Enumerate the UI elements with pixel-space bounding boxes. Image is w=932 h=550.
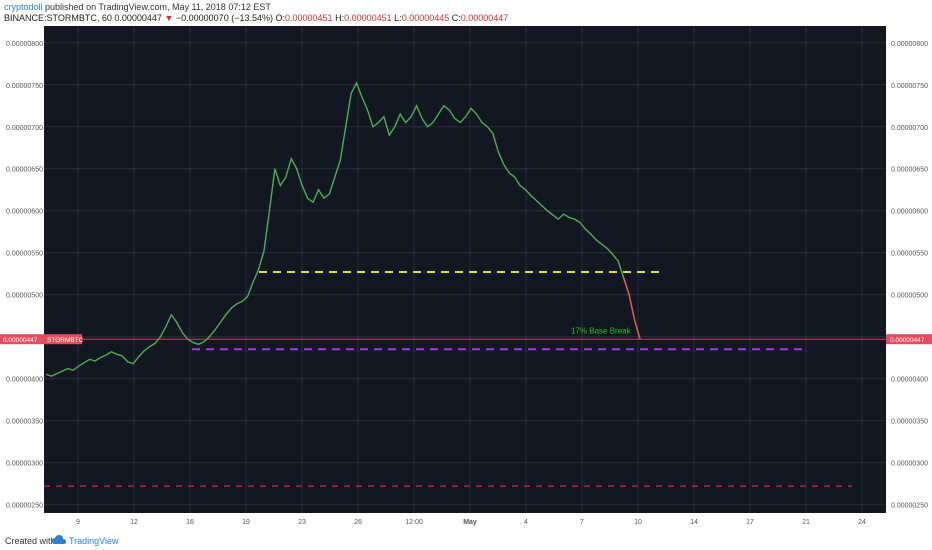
y-tick-label-right: 0.00000750 xyxy=(891,83,928,90)
y-tick-label-left: 0.00000350 xyxy=(6,419,43,426)
y-tick-label-left: 0.00000600 xyxy=(6,209,43,216)
x-tick-label: 26 xyxy=(354,519,362,526)
price-drop-segment xyxy=(622,277,641,340)
y-tick-label-left: 0.00000800 xyxy=(6,41,43,48)
x-tick-label: 17 xyxy=(746,519,754,526)
price-series xyxy=(45,81,641,377)
low-value: 0.00000445 xyxy=(401,13,450,23)
created-with-text: Created with xyxy=(5,536,56,546)
author-link[interactable]: cryptodoll xyxy=(4,2,43,12)
y-tick-label-right: 0.00000550 xyxy=(891,251,928,258)
y-tick-label-left: 0.00000700 xyxy=(6,125,43,132)
low-label: L: xyxy=(394,13,402,23)
price-tag-right-bg xyxy=(886,334,932,345)
x-tick-label: 24 xyxy=(858,519,866,526)
x-tick-label: 19 xyxy=(242,519,250,526)
y-tick-label-left: 0.00000500 xyxy=(6,293,43,300)
y-tick-label-left: 0.00000750 xyxy=(6,83,43,90)
tradingview-cloud-icon xyxy=(52,535,66,544)
y-tick-label-left: 0.00000550 xyxy=(6,251,43,258)
y-tick-label-right: 0.00000650 xyxy=(891,167,928,174)
close-value: 0.00000447 xyxy=(460,13,509,23)
open-label: O: xyxy=(275,13,286,23)
published-text: published on TradingView.com, May 11, 20… xyxy=(42,2,271,12)
y-tick-label-left: 0.00000650 xyxy=(6,167,43,174)
y-tick-label-left: 0.00000300 xyxy=(6,461,43,468)
x-tick-label: 21 xyxy=(802,519,810,526)
y-tick-label-right: 0.00000400 xyxy=(891,377,928,384)
y-tick-label-left: 0.00000250 xyxy=(6,503,43,510)
x-tick-label: May xyxy=(463,519,477,526)
tradingview-link[interactable]: TradingView xyxy=(69,536,119,546)
down-arrow-icon: ▼ xyxy=(164,13,174,23)
publish-line: cryptodoll published on TradingView.com,… xyxy=(4,1,271,13)
x-tick-label: 14 xyxy=(690,519,698,526)
symbol-label: BINANCE:STORMBTC, 60 xyxy=(4,13,112,23)
x-tick-label: 12 xyxy=(130,519,138,526)
y-tick-label-right: 0.00000800 xyxy=(891,41,928,48)
y-tick-label-right: 0.00000250 xyxy=(891,503,928,510)
y-tick-label-left: 0.00000400 xyxy=(6,377,43,384)
y-tick-label-right: 0.00000600 xyxy=(891,209,928,216)
x-tick-label: 12:00 xyxy=(405,519,423,526)
change-value: −0.00000070 (−13.54%) xyxy=(175,13,273,23)
x-tick-label: 10 xyxy=(634,519,642,526)
high-label: H: xyxy=(335,13,345,23)
y-tick-label-right: 0.00000350 xyxy=(891,419,928,426)
chart-header: cryptodoll published on TradingView.com,… xyxy=(0,0,932,26)
x-tick-label: 4 xyxy=(524,519,528,526)
y-tick-label-right: 0.00000300 xyxy=(891,461,928,468)
price-tag-right: 0.00000447 xyxy=(890,337,925,344)
y-tick-label-right: 0.00000500 xyxy=(891,293,928,300)
x-tick-label: 7 xyxy=(580,519,584,526)
open-value: 0.00000451 xyxy=(285,13,333,23)
price-chart[interactable]: 0.00000800 0.00000800 0.00000750 0.00000750… xyxy=(0,26,932,531)
x-tick-label: 9 xyxy=(76,519,80,526)
price-tag-left-bg xyxy=(0,334,44,345)
ohlc-line: BINANCE:STORMBTC, 60 0.00000447 ▼ −0.000… xyxy=(4,12,508,24)
last-price: 0.00000447 xyxy=(114,13,162,23)
symbol-tag-bg xyxy=(44,334,82,345)
high-value: 0.00000451 xyxy=(344,13,392,23)
x-tick-label: 23 xyxy=(298,519,306,526)
symbol-tag: STORMBTC xyxy=(47,337,84,344)
footer: Created with TradingView xyxy=(0,531,932,550)
y-tick-label-right: 0.00000700 xyxy=(891,125,928,132)
x-tick-label: 16 xyxy=(186,519,194,526)
plot-area xyxy=(44,26,886,513)
annotation-base-break: 17% Base Break xyxy=(571,327,632,336)
close-label: C: xyxy=(451,13,461,23)
price-tag-left: 0.00000447 xyxy=(3,337,38,344)
